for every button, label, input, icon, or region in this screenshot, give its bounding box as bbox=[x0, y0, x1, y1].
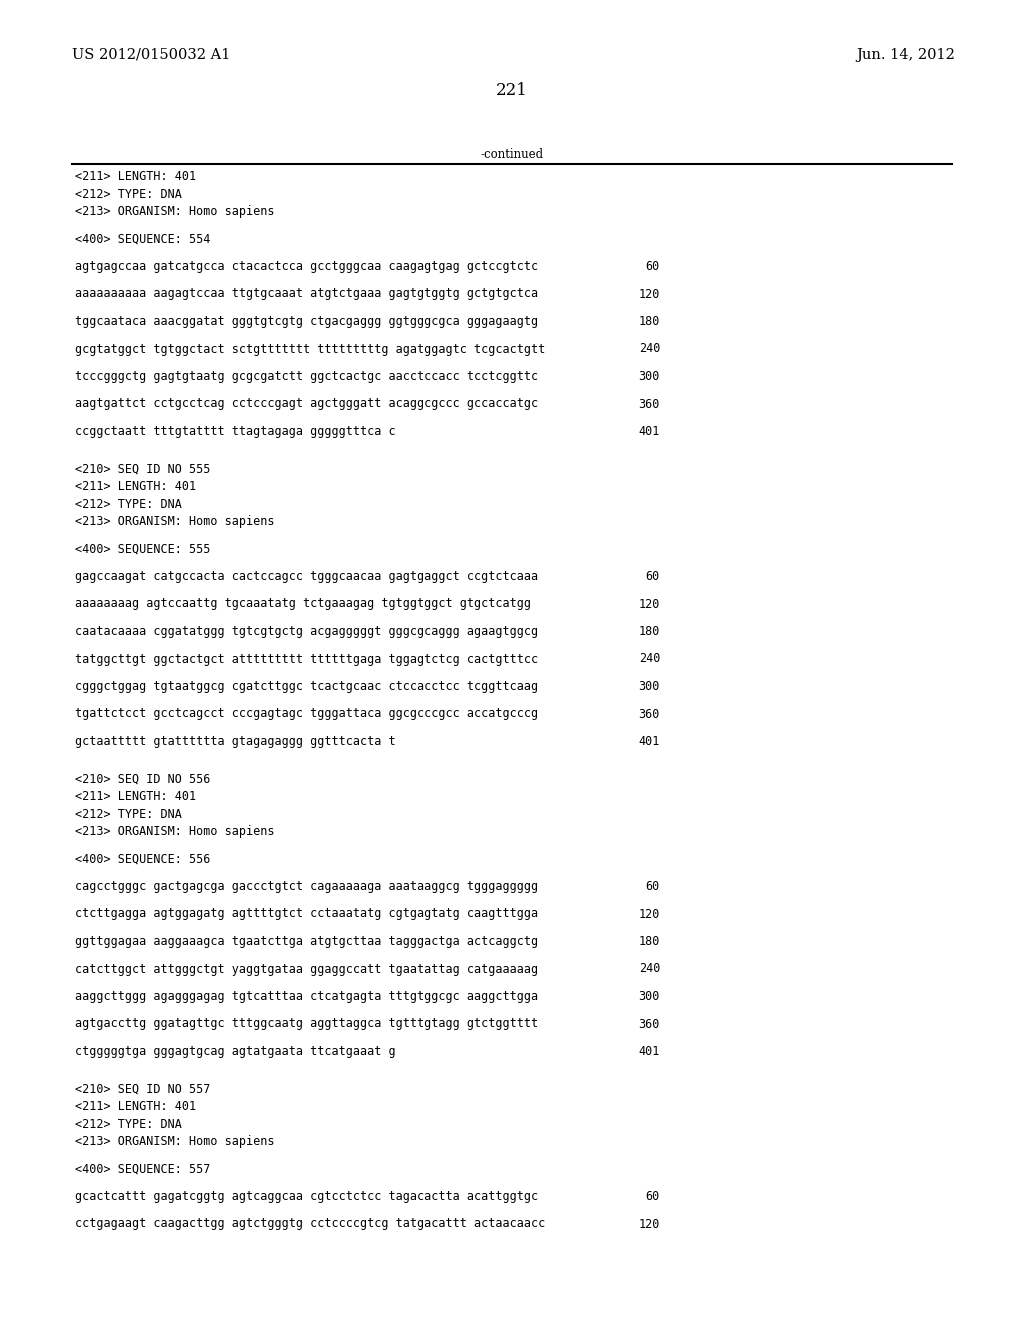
Text: tcccgggctg gagtgtaatg gcgcgatctt ggctcactgc aacctccacc tcctcggttc: tcccgggctg gagtgtaatg gcgcgatctt ggctcac… bbox=[75, 370, 539, 383]
Text: <213> ORGANISM: Homo sapiens: <213> ORGANISM: Homo sapiens bbox=[75, 825, 274, 838]
Text: aaaaaaaag agtccaattg tgcaaatatg tctgaaagag tgtggtggct gtgctcatgg: aaaaaaaag agtccaattg tgcaaatatg tctgaaag… bbox=[75, 598, 531, 610]
Text: 240: 240 bbox=[639, 962, 660, 975]
Text: 120: 120 bbox=[639, 1217, 660, 1230]
Text: 180: 180 bbox=[639, 624, 660, 638]
Text: <400> SEQUENCE: 555: <400> SEQUENCE: 555 bbox=[75, 543, 210, 556]
Text: 221: 221 bbox=[496, 82, 528, 99]
Text: <211> LENGTH: 401: <211> LENGTH: 401 bbox=[75, 789, 197, 803]
Text: <212> TYPE: DNA: <212> TYPE: DNA bbox=[75, 498, 182, 511]
Text: <210> SEQ ID NO 556: <210> SEQ ID NO 556 bbox=[75, 772, 210, 785]
Text: 120: 120 bbox=[639, 288, 660, 301]
Text: <212> TYPE: DNA: <212> TYPE: DNA bbox=[75, 1118, 182, 1130]
Text: 60: 60 bbox=[646, 880, 660, 894]
Text: aaaaaaaaaa aagagtccaa ttgtgcaaat atgtctgaaa gagtgtggtg gctgtgctca: aaaaaaaaaa aagagtccaa ttgtgcaaat atgtctg… bbox=[75, 288, 539, 301]
Text: ctgggggtga gggagtgcag agtatgaata ttcatgaaat g: ctgggggtga gggagtgcag agtatgaata ttcatga… bbox=[75, 1045, 395, 1059]
Text: Jun. 14, 2012: Jun. 14, 2012 bbox=[856, 48, 955, 62]
Text: cagcctgggc gactgagcga gaccctgtct cagaaaaaga aaataaggcg tgggaggggg: cagcctgggc gactgagcga gaccctgtct cagaaaa… bbox=[75, 880, 539, 894]
Text: <213> ORGANISM: Homo sapiens: <213> ORGANISM: Homo sapiens bbox=[75, 515, 274, 528]
Text: 300: 300 bbox=[639, 680, 660, 693]
Text: US 2012/0150032 A1: US 2012/0150032 A1 bbox=[72, 48, 230, 62]
Text: gagccaagat catgccacta cactccagcc tgggcaacaa gagtgaggct ccgtctcaaa: gagccaagat catgccacta cactccagcc tgggcaa… bbox=[75, 570, 539, 583]
Text: 240: 240 bbox=[639, 652, 660, 665]
Text: <211> LENGTH: 401: <211> LENGTH: 401 bbox=[75, 170, 197, 183]
Text: agtgagccaa gatcatgcca ctacactcca gcctgggcaa caagagtgag gctccgtctc: agtgagccaa gatcatgcca ctacactcca gcctggg… bbox=[75, 260, 539, 273]
Text: <211> LENGTH: 401: <211> LENGTH: 401 bbox=[75, 480, 197, 492]
Text: 180: 180 bbox=[639, 315, 660, 327]
Text: 180: 180 bbox=[639, 935, 660, 948]
Text: 60: 60 bbox=[646, 1191, 660, 1203]
Text: 401: 401 bbox=[639, 735, 660, 748]
Text: cgggctggag tgtaatggcg cgatcttggc tcactgcaac ctccacctcc tcggttcaag: cgggctggag tgtaatggcg cgatcttggc tcactgc… bbox=[75, 680, 539, 693]
Text: gcgtatggct tgtggctact sctgttttttt tttttttttg agatggagtc tcgcactgtt: gcgtatggct tgtggctact sctgttttttt tttttt… bbox=[75, 342, 545, 355]
Text: <211> LENGTH: 401: <211> LENGTH: 401 bbox=[75, 1100, 197, 1113]
Text: <210> SEQ ID NO 555: <210> SEQ ID NO 555 bbox=[75, 462, 210, 475]
Text: gcactcattt gagatcggtg agtcaggcaa cgtcctctcc tagacactta acattggtgc: gcactcattt gagatcggtg agtcaggcaa cgtcctc… bbox=[75, 1191, 539, 1203]
Text: <213> ORGANISM: Homo sapiens: <213> ORGANISM: Homo sapiens bbox=[75, 1135, 274, 1148]
Text: 300: 300 bbox=[639, 370, 660, 383]
Text: 401: 401 bbox=[639, 1045, 660, 1059]
Text: <212> TYPE: DNA: <212> TYPE: DNA bbox=[75, 187, 182, 201]
Text: 401: 401 bbox=[639, 425, 660, 438]
Text: <400> SEQUENCE: 554: <400> SEQUENCE: 554 bbox=[75, 232, 210, 246]
Text: 300: 300 bbox=[639, 990, 660, 1003]
Text: 240: 240 bbox=[639, 342, 660, 355]
Text: ggttggagaa aaggaaagca tgaatcttga atgtgcttaa tagggactga actcaggctg: ggttggagaa aaggaaagca tgaatcttga atgtgct… bbox=[75, 935, 539, 948]
Text: <210> SEQ ID NO 557: <210> SEQ ID NO 557 bbox=[75, 1082, 210, 1096]
Text: 60: 60 bbox=[646, 260, 660, 273]
Text: ctcttgagga agtggagatg agttttgtct cctaaatatg cgtgagtatg caagtttgga: ctcttgagga agtggagatg agttttgtct cctaaat… bbox=[75, 908, 539, 920]
Text: 360: 360 bbox=[639, 708, 660, 721]
Text: ccggctaatt tttgtatttt ttagtagaga gggggtttca c: ccggctaatt tttgtatttt ttagtagaga gggggtt… bbox=[75, 425, 395, 438]
Text: caatacaaaa cggatatggg tgtcgtgctg acgagggggt gggcgcaggg agaagtggcg: caatacaaaa cggatatggg tgtcgtgctg acgaggg… bbox=[75, 624, 539, 638]
Text: agtgaccttg ggatagttgc tttggcaatg aggttaggca tgtttgtagg gtctggtttt: agtgaccttg ggatagttgc tttggcaatg aggttag… bbox=[75, 1018, 539, 1031]
Text: 360: 360 bbox=[639, 1018, 660, 1031]
Text: tatggcttgt ggctactgct attttttttt ttttttgaga tggagtctcg cactgtttcc: tatggcttgt ggctactgct attttttttt ttttttg… bbox=[75, 652, 539, 665]
Text: <400> SEQUENCE: 557: <400> SEQUENCE: 557 bbox=[75, 1163, 210, 1176]
Text: <400> SEQUENCE: 556: <400> SEQUENCE: 556 bbox=[75, 853, 210, 866]
Text: 360: 360 bbox=[639, 397, 660, 411]
Text: catcttggct attgggctgt yaggtgataa ggaggccatt tgaatattag catgaaaaag: catcttggct attgggctgt yaggtgataa ggaggcc… bbox=[75, 962, 539, 975]
Text: gctaattttt gtatttttta gtagagaggg ggtttcacta t: gctaattttt gtatttttta gtagagaggg ggtttca… bbox=[75, 735, 395, 748]
Text: tgattctcct gcctcagcct cccgagtagc tgggattaca ggcgcccgcc accatgcccg: tgattctcct gcctcagcct cccgagtagc tgggatt… bbox=[75, 708, 539, 721]
Text: 120: 120 bbox=[639, 908, 660, 920]
Text: <212> TYPE: DNA: <212> TYPE: DNA bbox=[75, 808, 182, 821]
Text: tggcaataca aaacggatat gggtgtcgtg ctgacgaggg ggtgggcgca gggagaagtg: tggcaataca aaacggatat gggtgtcgtg ctgacga… bbox=[75, 315, 539, 327]
Text: aaggcttggg agagggagag tgtcatttaa ctcatgagta tttgtggcgc aaggcttgga: aaggcttggg agagggagag tgtcatttaa ctcatga… bbox=[75, 990, 539, 1003]
Text: 60: 60 bbox=[646, 570, 660, 583]
Text: <213> ORGANISM: Homo sapiens: <213> ORGANISM: Homo sapiens bbox=[75, 205, 274, 218]
Text: -continued: -continued bbox=[480, 148, 544, 161]
Text: aagtgattct cctgcctcag cctcccgagt agctgggatt acaggcgccc gccaccatgc: aagtgattct cctgcctcag cctcccgagt agctggg… bbox=[75, 397, 539, 411]
Text: 120: 120 bbox=[639, 598, 660, 610]
Text: cctgagaagt caagacttgg agtctgggtg cctccccgtcg tatgacattt actaacaacc: cctgagaagt caagacttgg agtctgggtg cctcccc… bbox=[75, 1217, 545, 1230]
